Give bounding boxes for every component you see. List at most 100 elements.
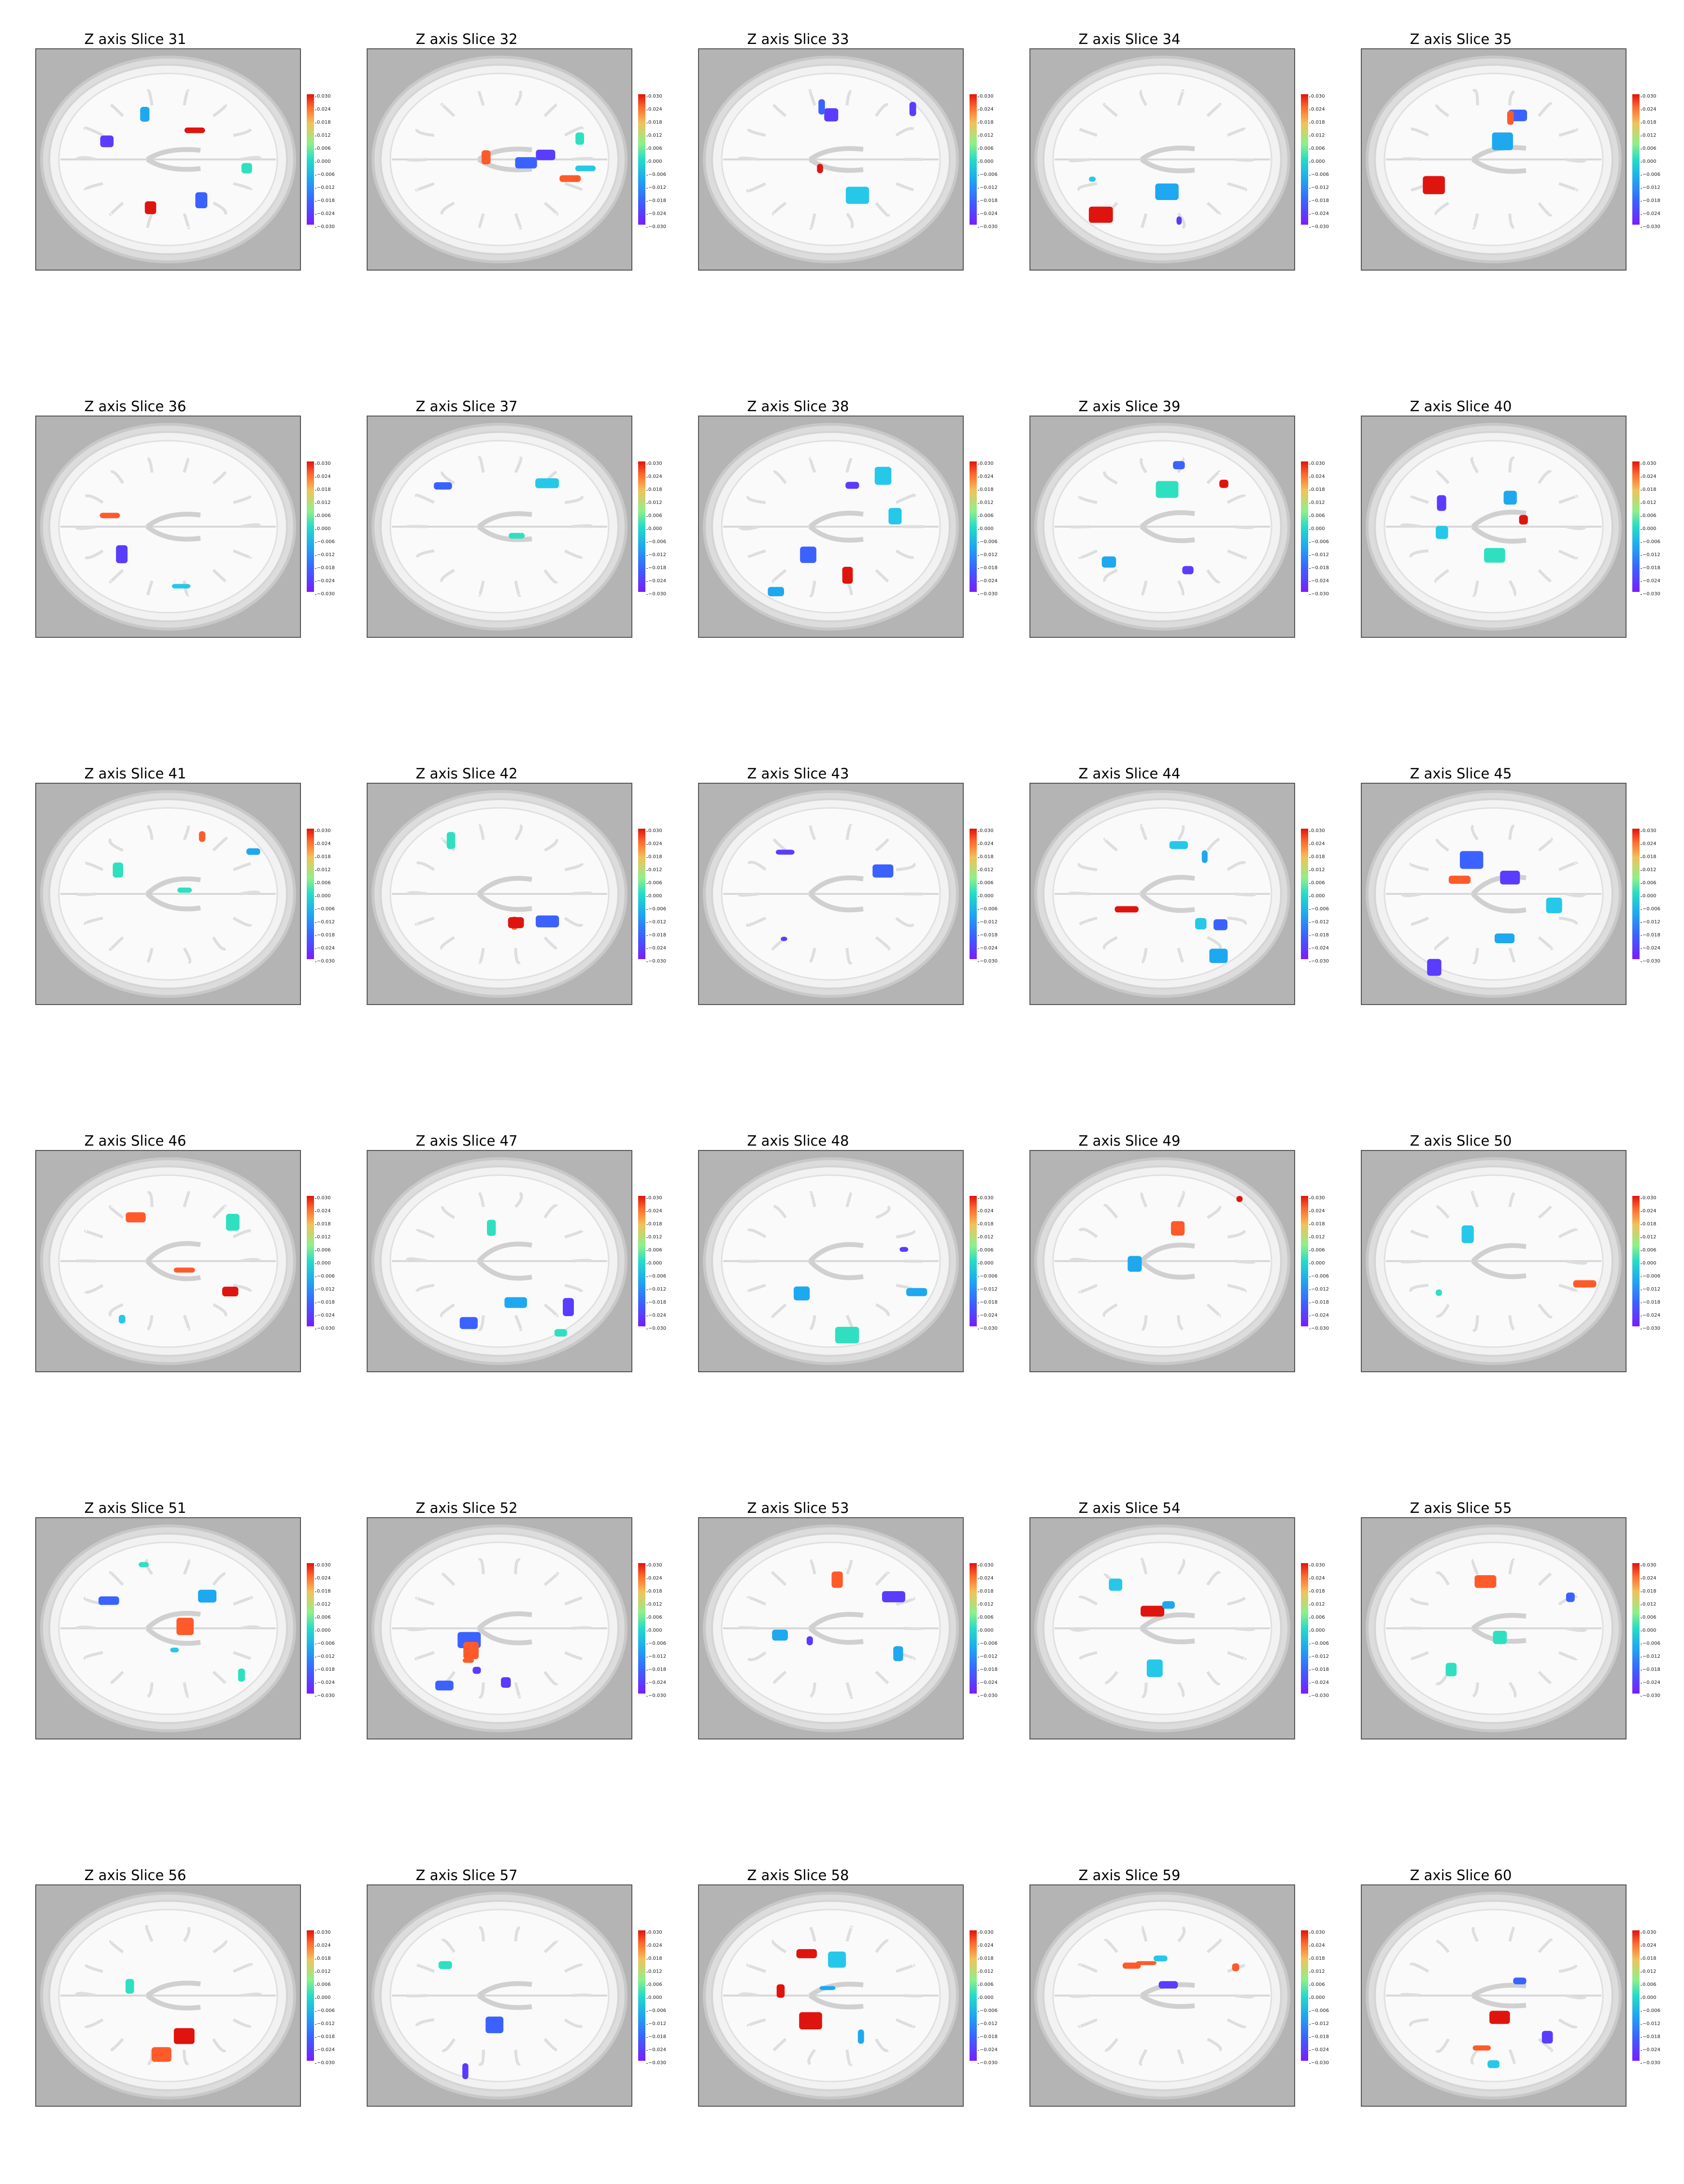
colorbar-tick-label: 0.000 <box>648 894 662 899</box>
activation-blob <box>1155 184 1178 200</box>
colorbar-tick-label: 0.000 <box>1311 1261 1325 1266</box>
colorbar-tick-mark <box>978 922 979 923</box>
colorbar-tick-label: −0.024 <box>1642 946 1660 951</box>
activation-blob <box>1504 491 1517 505</box>
colorbar-tick-label: 0.012 <box>1311 133 1325 138</box>
colorbar-tick-label: 0.030 <box>980 1196 994 1201</box>
activation-blob <box>1546 898 1562 913</box>
activation-blob <box>910 102 916 116</box>
panel-title: Z axis Slice 60 <box>1326 1867 1596 1883</box>
colorbar-tick-label: 0.024 <box>1642 842 1656 847</box>
colorbar-tick-label: 0.024 <box>980 1943 994 1948</box>
activation-blob <box>536 916 559 928</box>
panel-title: Z axis Slice 38 <box>663 398 933 415</box>
colorbar <box>1632 1930 1640 2061</box>
activation-blob <box>435 1681 454 1690</box>
panel-title: Z axis Slice 50 <box>1326 1133 1596 1149</box>
colorbar-tick-label: −0.030 <box>1642 1326 1660 1331</box>
gyrus <box>76 894 96 895</box>
panel-title: Z axis Slice 41 <box>0 765 271 782</box>
activation-blob <box>113 862 123 877</box>
colorbar <box>307 1563 314 1694</box>
colorbar-tick-mark <box>1309 2024 1311 2025</box>
colorbar-tick-mark <box>1309 2037 1311 2038</box>
colorbar-tick-label: 0.012 <box>1311 1602 1325 1607</box>
colorbar-tick-label: 0.024 <box>1642 1576 1656 1581</box>
activation-blob <box>1162 1601 1175 1609</box>
colorbar-tick-mark <box>315 214 316 215</box>
brain-slice-image <box>1361 783 1627 1005</box>
activation-blob <box>139 1562 149 1567</box>
brain-slice-image <box>698 48 964 271</box>
activation-blob <box>818 99 825 115</box>
brain-slice-image <box>1029 783 1295 1005</box>
colorbar-tick-label: 0.018 <box>317 855 331 860</box>
colorbar-tick-label: −0.006 <box>1642 907 1660 912</box>
colorbar-tick-label: 0.018 <box>980 1222 994 1227</box>
colorbar-tick-mark <box>315 2050 316 2051</box>
activation-blob <box>198 1590 216 1603</box>
panel-title: Z axis Slice 33 <box>663 31 933 47</box>
colorbar <box>1301 1930 1308 2061</box>
activation-blob <box>1566 1593 1575 1602</box>
brain-slice-svg <box>1030 49 1294 270</box>
activation-blob <box>487 1220 496 1236</box>
colorbar-tick-mark <box>646 594 648 595</box>
activation-blob <box>1513 1978 1526 1984</box>
activation-blob <box>1427 959 1441 976</box>
gyrus <box>241 1994 260 1996</box>
colorbar-tick-label: 0.030 <box>317 1196 331 1201</box>
colorbar-tick-mark <box>1309 922 1311 923</box>
colorbar-tick-label: 0.006 <box>648 881 662 886</box>
brain-slice-image <box>1029 1884 1295 2107</box>
activation-blob <box>1542 2031 1553 2043</box>
brain-slice-svg <box>36 784 300 1004</box>
panel-title: Z axis Slice 52 <box>331 1500 602 1516</box>
colorbar-tick-label: 0.006 <box>980 1615 994 1620</box>
colorbar-tick-mark <box>978 581 979 582</box>
colorbar-tick-label: 0.006 <box>980 514 994 518</box>
activation-blob <box>222 1287 238 1296</box>
colorbar-tick-label: −0.030 <box>1642 225 1660 230</box>
gyrus <box>572 893 591 894</box>
activation-blob <box>472 1667 481 1674</box>
activation-blob <box>463 1642 479 1659</box>
colorbar <box>307 829 314 959</box>
activation-blob <box>1500 871 1520 884</box>
colorbar-tick-label: 0.018 <box>648 1589 662 1594</box>
colorbar-tick-label: 0.024 <box>317 107 331 112</box>
brain-slice-image <box>367 416 632 638</box>
colorbar-tick-mark <box>315 1224 316 1225</box>
gyrus <box>739 1994 758 1996</box>
colorbar-tick-label: 0.024 <box>648 1209 662 1214</box>
colorbar-tick-mark <box>315 948 316 949</box>
activation-blob <box>1436 1290 1442 1296</box>
colorbar-tick-mark <box>978 594 979 595</box>
colorbar-tick-label: −0.012 <box>1642 186 1660 190</box>
colorbar-tick-label: 0.030 <box>317 1930 331 1935</box>
activation-blob <box>1136 1961 1156 1965</box>
activation-blob <box>559 175 581 182</box>
colorbar <box>307 1196 314 1326</box>
colorbar-tick-mark <box>978 2063 979 2064</box>
colorbar-tick-label: 0.000 <box>1642 1628 1656 1633</box>
colorbar <box>307 94 314 225</box>
activation-blob <box>199 831 205 842</box>
colorbar-tick-mark <box>315 1237 316 1238</box>
colorbar-tick-label: 0.024 <box>1311 1576 1325 1581</box>
gyrus <box>1401 1994 1421 1996</box>
colorbar-tick-label: −0.006 <box>1642 2009 1660 2013</box>
colorbar-tick-label: 0.006 <box>1642 881 1656 886</box>
colorbar <box>970 1563 977 1694</box>
activation-blob <box>501 1677 511 1688</box>
colorbar-tick-label: 0.012 <box>1642 133 1656 138</box>
colorbar-tick-label: 0.000 <box>317 159 331 164</box>
